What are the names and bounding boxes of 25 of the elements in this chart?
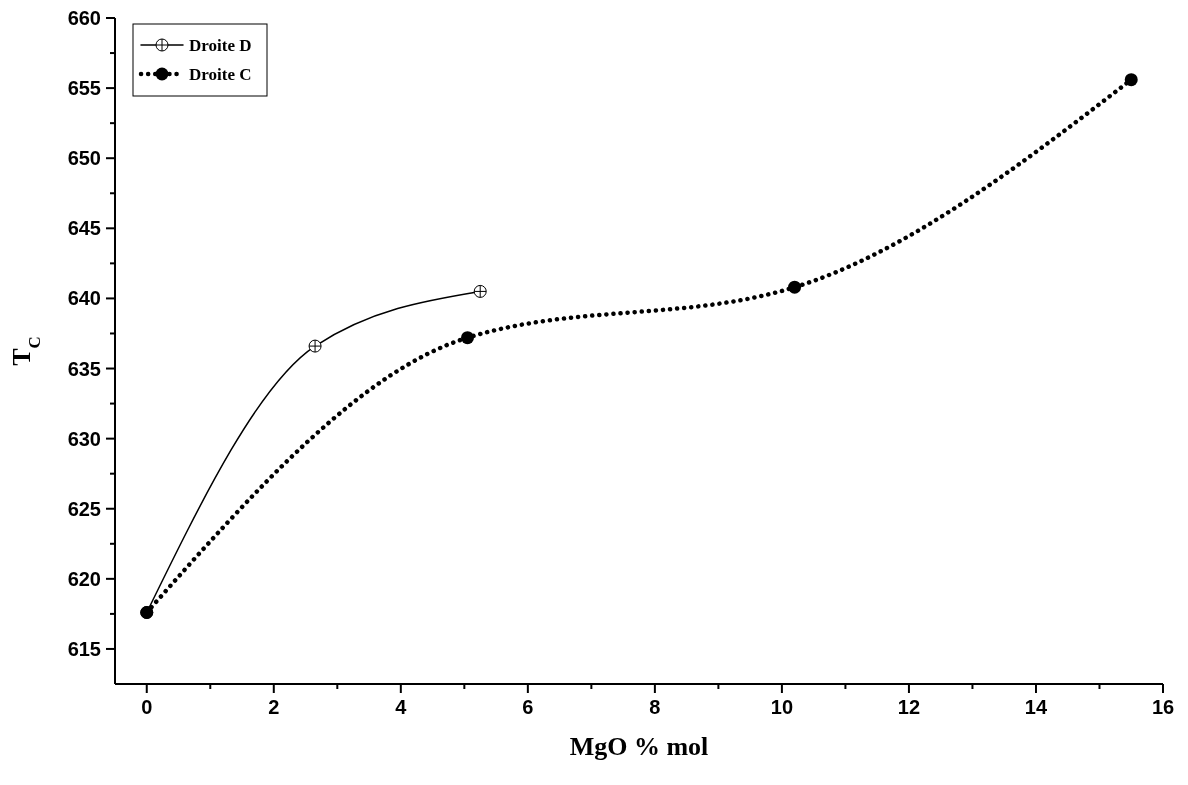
y-tick-label: 615 <box>67 637 101 660</box>
x-axis-title: MgO % mol <box>569 732 709 761</box>
y-tick-label: 640 <box>67 287 101 310</box>
y-tick-label: 635 <box>67 357 101 380</box>
x-tick-label: 12 <box>897 696 921 718</box>
legend-label: Droite D <box>189 36 252 55</box>
y-tick-label: 630 <box>67 427 101 450</box>
y-tick-label: 650 <box>67 147 101 170</box>
y-tick-label: 645 <box>67 217 101 240</box>
y-tick-label: 660 <box>67 7 101 29</box>
x-tick-label: 2 <box>268 696 280 718</box>
y-tick-label: 655 <box>67 77 101 100</box>
x-tick-label: 6 <box>522 696 534 718</box>
x-tick-label: 16 <box>1151 696 1175 718</box>
x-tick-label: 0 <box>141 696 153 718</box>
point <box>788 280 802 294</box>
x-tick-label: 8 <box>649 696 661 718</box>
y-tick-label: 625 <box>67 497 101 520</box>
x-tick-label: 14 <box>1024 696 1048 718</box>
x-tick-label: 4 <box>395 696 408 718</box>
y-tick-label: 620 <box>67 567 101 590</box>
legend-label: Droite C <box>189 65 252 84</box>
point <box>461 331 475 345</box>
point <box>1124 73 1138 87</box>
x-tick-label: 10 <box>770 696 794 718</box>
